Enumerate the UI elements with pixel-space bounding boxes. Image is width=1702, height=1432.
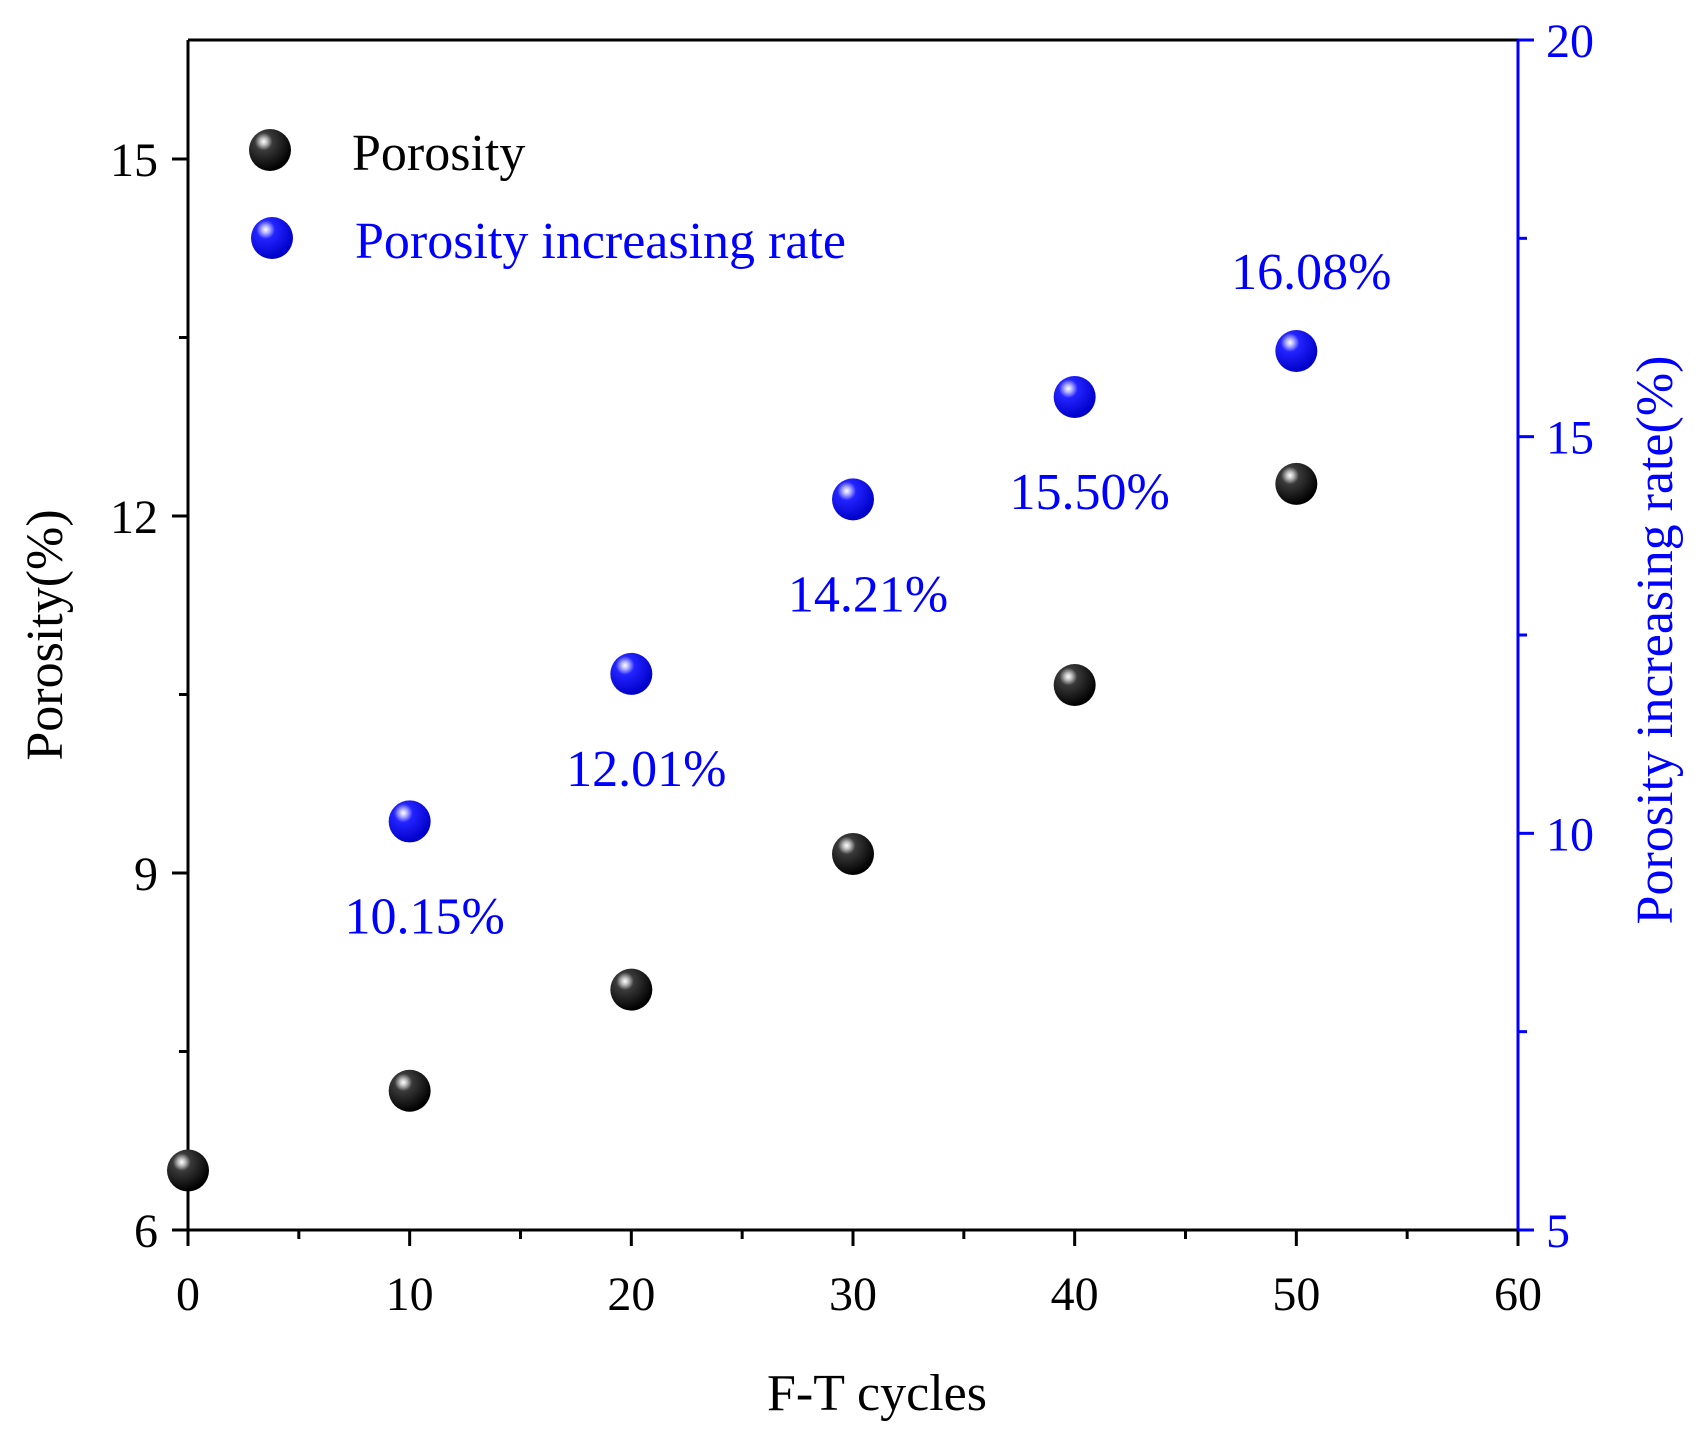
porosity-point <box>832 832 874 875</box>
series-porosity <box>167 462 1318 1192</box>
rate-data-label: 15.50% <box>1010 464 1170 521</box>
legend-label-porosity-increasing-rate: Porosity increasing rate <box>355 213 846 270</box>
left-y-tick-label: 12 <box>110 491 158 544</box>
porosity-increasing-rate-point <box>610 652 653 695</box>
porosity-increasing-rate-point <box>1053 376 1096 418</box>
porosity-point <box>610 968 653 1011</box>
porosity-point <box>1275 462 1318 505</box>
x-tick-label: 20 <box>607 1268 655 1321</box>
legend-label-porosity: Porosity <box>352 125 525 182</box>
left-y-tick-label: 9 <box>134 848 158 901</box>
porosity-point <box>167 1149 209 1192</box>
x-tick-label: 0 <box>176 1268 200 1321</box>
right-y-tick-label: 5 <box>1546 1205 1570 1258</box>
left-y-axis-ticks: 6 9 12 15 <box>110 134 188 1258</box>
x-tick-label: 40 <box>1051 1268 1099 1321</box>
porosity-increasing-rate-point <box>1275 329 1318 372</box>
x-tick-label: 10 <box>386 1268 434 1321</box>
legend: Porosity Porosity increasing rate <box>249 125 846 270</box>
porosity-point <box>388 1069 431 1112</box>
right-y-axis-label: Porosity increasing rate(%) <box>1627 356 1684 925</box>
x-axis-label: F-T cycles <box>767 1365 987 1422</box>
porosity-increasing-rate-point <box>832 478 874 521</box>
rate-data-label: 12.01% <box>566 741 726 798</box>
x-axis-ticks: 0 10 20 30 40 50 60 <box>176 1230 1542 1321</box>
left-y-axis-label: Porosity(%) <box>17 509 74 760</box>
series-porosity-increasing-rate <box>388 329 1318 843</box>
right-y-axis-ticks: 5 10 15 20 <box>1518 15 1594 1258</box>
right-y-tick-label: 20 <box>1546 15 1594 68</box>
legend-marker-porosity <box>249 129 291 171</box>
porosity-increasing-rate-point <box>388 800 431 843</box>
x-tick-label: 50 <box>1272 1268 1320 1321</box>
rate-data-label: 16.08% <box>1231 244 1391 301</box>
x-tick-label: 60 <box>1494 1268 1542 1321</box>
data-labels: 10.15% 12.01% 14.21% 15.50% 16.08% <box>345 244 1392 945</box>
rate-data-label: 10.15% <box>345 888 505 945</box>
legend-marker-porosity-increasing-rate <box>251 217 293 259</box>
right-y-tick-label: 15 <box>1546 412 1594 465</box>
rate-data-label: 14.21% <box>788 566 948 623</box>
left-y-tick-label: 15 <box>110 134 158 187</box>
right-y-tick-label: 10 <box>1546 808 1594 861</box>
left-y-tick-label: 6 <box>134 1205 158 1258</box>
x-tick-label: 30 <box>829 1268 877 1321</box>
porosity-point <box>1053 663 1096 706</box>
